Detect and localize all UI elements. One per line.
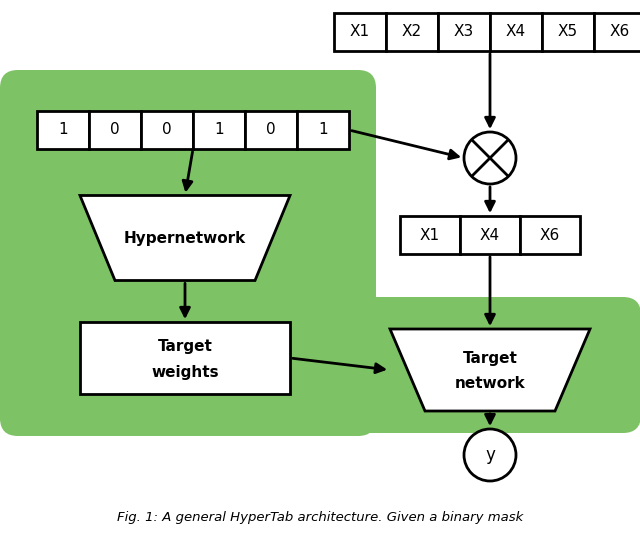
Text: X2: X2 bbox=[402, 25, 422, 40]
Text: Fig. 1: A general HyperTab architecture. Given a binary mask: Fig. 1: A general HyperTab architecture.… bbox=[117, 511, 523, 524]
Text: 0: 0 bbox=[266, 122, 276, 137]
Polygon shape bbox=[80, 195, 290, 280]
Bar bbox=[386, 13, 438, 51]
Bar bbox=[89, 111, 141, 149]
Bar bbox=[490, 13, 542, 51]
Text: 0: 0 bbox=[110, 122, 120, 137]
FancyBboxPatch shape bbox=[0, 70, 376, 436]
Bar bbox=[37, 111, 89, 149]
Text: X4: X4 bbox=[480, 228, 500, 243]
Text: weights: weights bbox=[151, 365, 219, 380]
Text: 0: 0 bbox=[162, 122, 172, 137]
Polygon shape bbox=[390, 329, 590, 411]
Text: X6: X6 bbox=[610, 25, 630, 40]
Bar bbox=[334, 13, 386, 51]
Text: X1: X1 bbox=[420, 228, 440, 243]
Bar bbox=[438, 13, 490, 51]
Bar bbox=[245, 111, 297, 149]
Text: network: network bbox=[454, 376, 525, 391]
Bar bbox=[520, 216, 580, 254]
Text: X3: X3 bbox=[454, 25, 474, 40]
Text: 1: 1 bbox=[58, 122, 68, 137]
Text: Hypernetwork: Hypernetwork bbox=[124, 230, 246, 245]
Text: Target: Target bbox=[463, 351, 517, 366]
Bar bbox=[542, 13, 594, 51]
Circle shape bbox=[464, 429, 516, 481]
Text: 1: 1 bbox=[318, 122, 328, 137]
Bar bbox=[141, 111, 193, 149]
Text: Target: Target bbox=[157, 338, 212, 353]
Text: X4: X4 bbox=[506, 25, 526, 40]
Bar bbox=[297, 111, 349, 149]
Text: X5: X5 bbox=[558, 25, 578, 40]
Text: X1: X1 bbox=[350, 25, 370, 40]
Circle shape bbox=[464, 132, 516, 184]
Bar bbox=[594, 13, 640, 51]
Bar bbox=[460, 216, 520, 254]
Bar bbox=[193, 111, 245, 149]
Text: y: y bbox=[485, 446, 495, 464]
FancyBboxPatch shape bbox=[0, 297, 640, 433]
Text: X6: X6 bbox=[540, 228, 560, 243]
Bar bbox=[400, 216, 460, 254]
Text: 1: 1 bbox=[214, 122, 224, 137]
Bar bbox=[80, 322, 290, 394]
